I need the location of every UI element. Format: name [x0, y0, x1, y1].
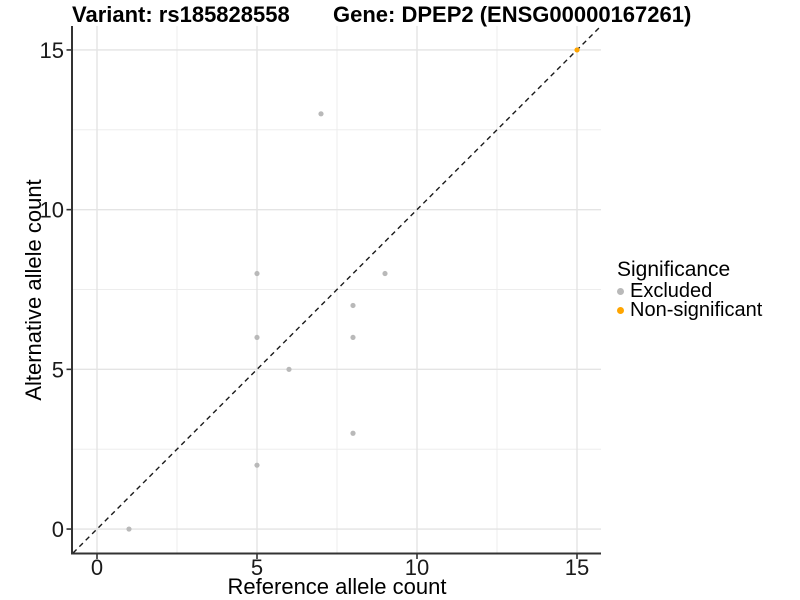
legend-label-non-significant: Non-significant — [630, 299, 763, 321]
data-point-excluded — [382, 270, 388, 277]
data-point-excluded — [254, 334, 260, 341]
legend: Significance Excluded Non-significant — [617, 258, 763, 321]
data-point-excluded — [126, 526, 132, 532]
x-tick-label: 15 — [565, 555, 589, 580]
x-tick-label: 10 — [405, 555, 429, 580]
data-point-non-significant — [574, 47, 580, 53]
y-tick-label: 10 — [40, 198, 64, 223]
legend-label-excluded: Excluded — [630, 280, 713, 302]
data-point-excluded — [254, 270, 260, 277]
identity-line — [72, 25, 602, 554]
legend-dot-non-significant-icon — [617, 307, 624, 314]
data-point-excluded — [350, 302, 356, 309]
x-tick-label: 0 — [91, 555, 103, 580]
y-tick-label: 15 — [40, 38, 64, 63]
plot-title-variant: Variant: rs185828558 — [72, 2, 290, 27]
data-point-excluded — [318, 111, 324, 117]
x-tick-label: 5 — [251, 555, 263, 580]
y-tick-label: 5 — [52, 357, 64, 382]
data-point-excluded — [350, 430, 356, 436]
plot-title-gene: Gene: DPEP2 (ENSG00000167261) — [333, 2, 692, 27]
y-axis-title: Alternative allele count — [21, 179, 46, 401]
data-point-excluded — [350, 334, 356, 341]
data-point-excluded — [286, 366, 292, 372]
x-axis-title: Reference allele count — [227, 574, 447, 599]
data-point-excluded — [254, 462, 260, 468]
y-tick-label: 0 — [52, 517, 64, 542]
legend-dot-excluded-icon — [617, 288, 624, 295]
legend-title: Significance — [617, 258, 731, 281]
legend-item-non-significant: Non-significant — [617, 299, 763, 321]
legend-item-excluded: Excluded — [617, 280, 762, 302]
